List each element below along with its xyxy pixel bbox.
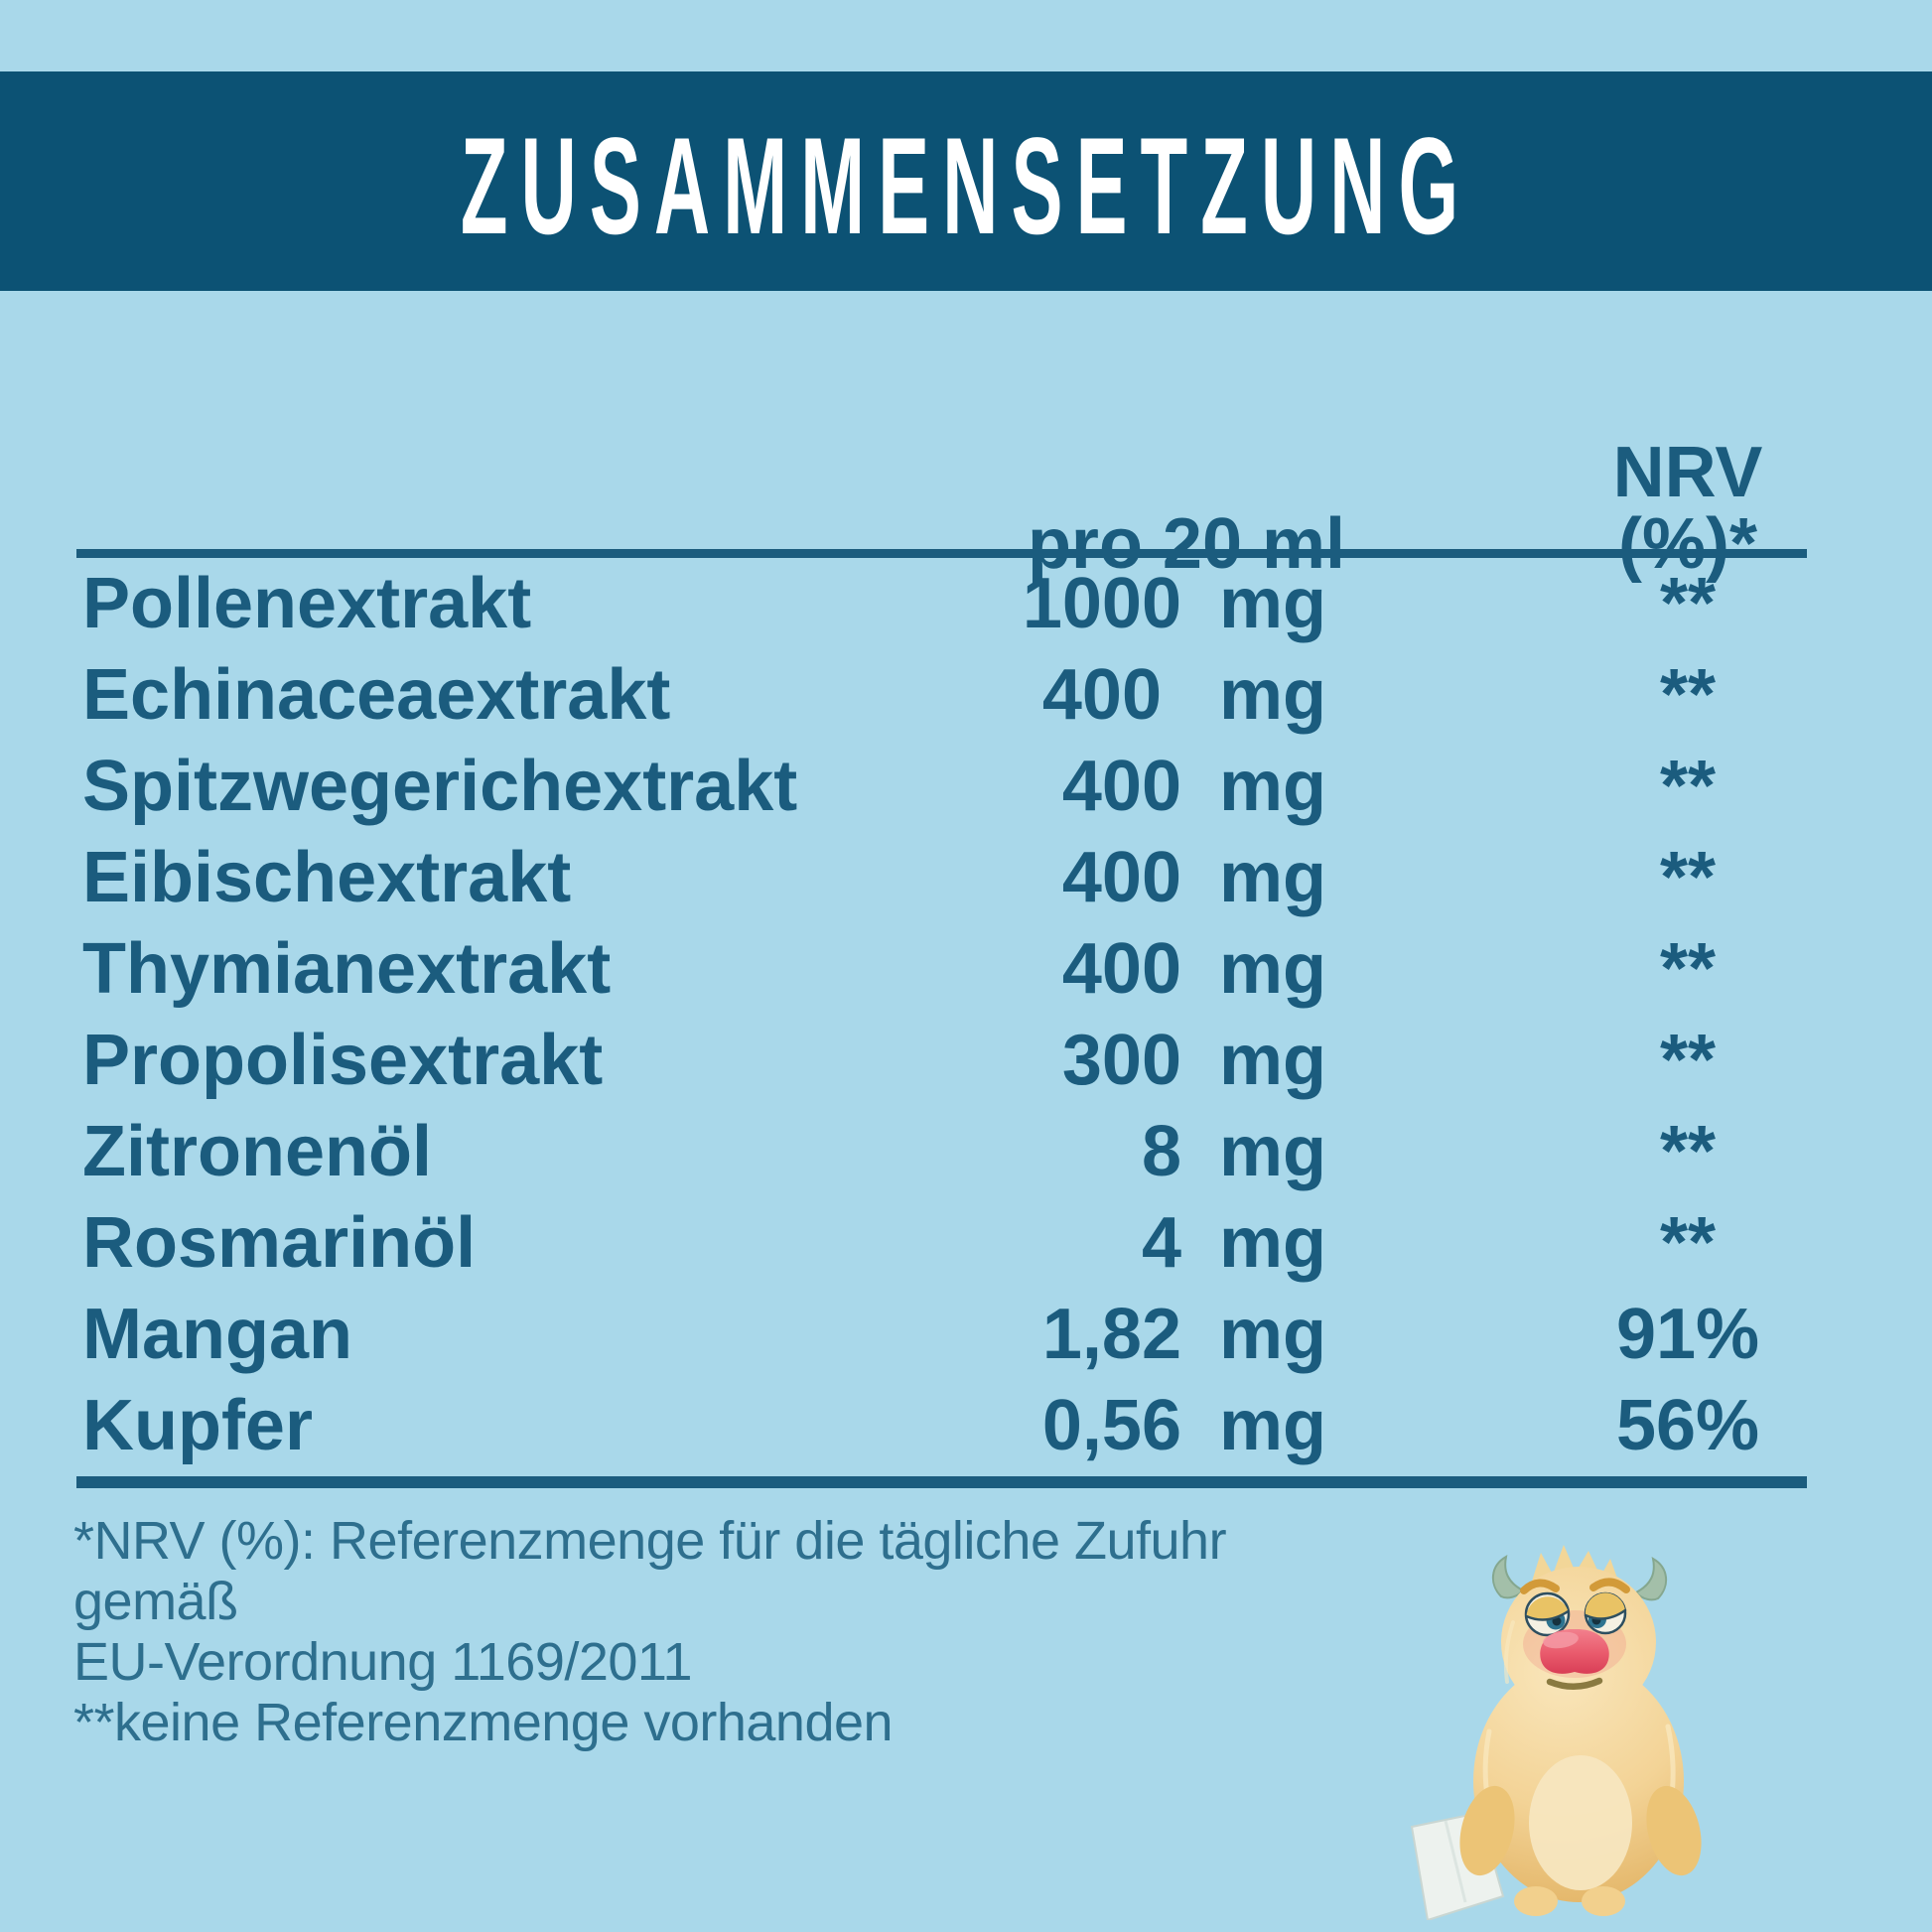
nrv-value: ** [1659,1203,1717,1283]
amount-value: 400 [1061,929,1181,1009]
page-title: ZUSAMMENSETZUNG [460,107,1472,264]
monster-left-eye [1524,1591,1571,1637]
nrv-value: 91% [1615,1295,1760,1374]
amount-unit: mg [1219,1203,1326,1283]
table-row: Thymianextrakt 400 mg ** [76,923,1807,1015]
ingredient-name: Kupfer [82,1386,313,1465]
nrv-value: ** [1659,929,1717,1009]
amount-unit: mg [1219,564,1326,643]
ingredient-name: Eibischextrakt [82,838,572,917]
ingredient-name: Propolisextrakt [82,1021,604,1100]
amount-unit: mg [1219,747,1326,826]
amount-unit: mg [1219,1295,1326,1374]
amount-unit: mg [1219,929,1326,1009]
amount-value: 1000 [1022,564,1181,643]
header-band: ZUSAMMENSETZUNG [0,71,1932,291]
table-row: Spitzwegerichextrakt 400 mg ** [76,741,1807,832]
nrv-value: ** [1659,1021,1717,1100]
nrv-value: ** [1659,747,1717,826]
footnote-no-reference: **keine Referenzmenge vorhanden [73,1693,894,1752]
monster-left-horn [1492,1555,1525,1599]
table-bottom-rule [76,1476,1807,1488]
table-row: Eibischextrakt 400 mg ** [76,832,1807,923]
ingredient-name: Thymianextrakt [82,929,612,1009]
amount-value: 400 [1041,655,1181,735]
nrv-value: ** [1659,838,1717,917]
sick-monster-illustration [1410,1545,1702,1920]
amount-value: 8 [1141,1112,1181,1191]
monster-left-foot [1514,1886,1558,1916]
ingredient-name: Mangan [82,1295,353,1374]
monster-right-horn [1634,1557,1667,1601]
amount-unit: mg [1219,838,1326,917]
monster-belly [1529,1755,1632,1890]
monster-right-foot [1582,1886,1625,1916]
table-row: Pollenextrakt 1000 mg ** [76,558,1807,649]
table-row: Mangan 1,82 mg 91% [76,1289,1807,1380]
column-header-amount: pro 20 ml [1027,504,1346,584]
amount-value: 400 [1061,747,1181,826]
ingredient-name: Echinaceaextrakt [82,655,671,735]
footnote-eu-regulation: EU-Verordnung 1169/2011 [73,1632,692,1692]
footnotes: *NRV (%): Referenzmenge für die tägliche… [73,1511,1394,1753]
table-header: pro 20 ml NRV (%)* [76,437,1807,580]
nrv-value: ** [1659,1112,1717,1191]
amount-value: 300 [1061,1021,1181,1100]
ingredient-name: Rosmarinöl [82,1203,477,1283]
table-row: Echinaceaextrakt 400 mg ** [76,649,1807,741]
nrv-value: ** [1659,655,1717,735]
amount-value: 400 [1061,838,1181,917]
column-header-nrv: NRV (%)* [1612,433,1763,584]
amount-unit: mg [1219,1021,1326,1100]
table-row: Zitronenöl 8 mg ** [76,1106,1807,1197]
nrv-value: ** [1659,564,1717,643]
amount-value: 0,56 [1041,1386,1181,1465]
amount-value: 4 [1141,1203,1181,1283]
monster-right-arm [1646,1785,1702,1876]
table-row: Rosmarinöl 4 mg ** [76,1197,1807,1289]
table-body: Pollenextrakt 1000 mg ** Echinaceaextrak… [76,558,1807,1471]
monster-left-eyebrow [1520,1579,1560,1594]
amount-unit: mg [1219,655,1326,735]
ingredient-name: Zitronenöl [82,1112,432,1191]
ingredient-name: Spitzwegerichextrakt [82,747,798,826]
table-top-rule [76,549,1807,558]
footnote-nrv-definition: *NRV (%): Referenzmenge für die tägliche… [73,1511,1227,1631]
monster-right-eye [1584,1591,1627,1635]
amount-unit: mg [1219,1112,1326,1191]
amount-value: 1,82 [1041,1295,1181,1374]
monster-left-arm [1459,1785,1515,1876]
amount-unit: mg [1219,1386,1326,1465]
monster-mouth [1546,1677,1603,1690]
nrv-value: 56% [1615,1386,1760,1465]
monster-right-eyebrow [1589,1578,1630,1593]
table-row: Propolisextrakt 300 mg ** [76,1015,1807,1106]
table-row: Kupfer 0,56 mg 56% [76,1380,1807,1471]
ingredient-name: Pollenextrakt [82,564,532,643]
